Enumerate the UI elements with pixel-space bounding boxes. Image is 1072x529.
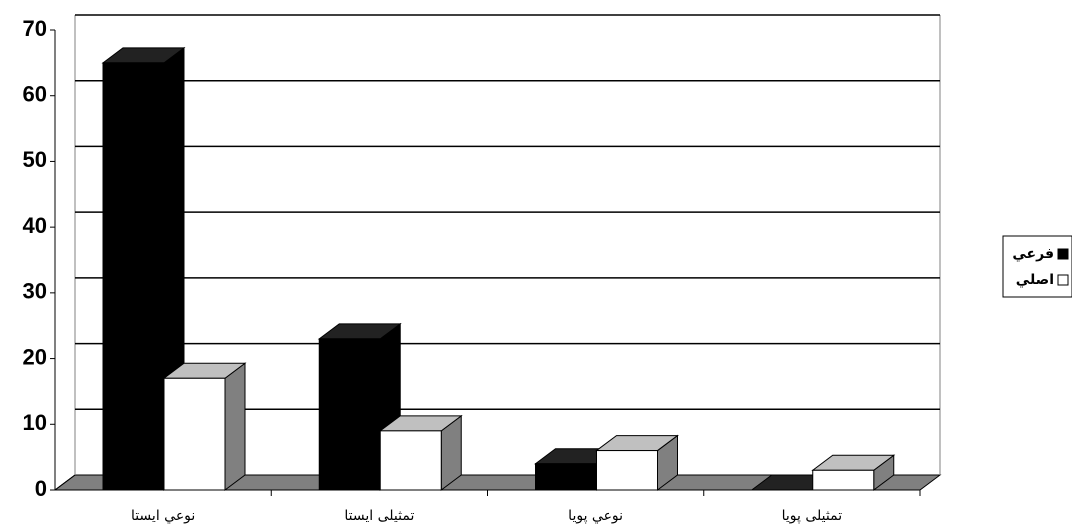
bar xyxy=(380,431,441,490)
legend-swatch xyxy=(1058,249,1068,259)
x-tick-label: تمثیلی پویا xyxy=(782,508,843,524)
bar xyxy=(319,339,380,490)
bar-side xyxy=(225,363,245,490)
x-tick-label: تمثیلی ایستا xyxy=(344,508,414,524)
bar xyxy=(103,63,164,490)
y-tick-label: 10 xyxy=(23,410,47,435)
y-tick-label: 40 xyxy=(23,213,47,238)
y-tick-label: 50 xyxy=(23,147,47,172)
bar xyxy=(164,378,225,490)
bar xyxy=(813,470,874,490)
legend-label: فرعي xyxy=(1012,246,1054,262)
x-tick-label: نوعي پویا xyxy=(568,508,623,524)
legend-swatch xyxy=(1058,275,1068,285)
y-tick-label: 0 xyxy=(35,476,47,501)
y-tick-label: 30 xyxy=(23,279,47,304)
bar xyxy=(597,451,658,490)
legend-label: اصلي xyxy=(1016,272,1054,288)
y-tick-label: 60 xyxy=(23,82,47,107)
x-tick-label: نوعي ایستا xyxy=(131,508,195,524)
y-tick-label: 70 xyxy=(23,16,47,41)
y-tick-label: 20 xyxy=(23,344,47,369)
bar xyxy=(536,464,597,490)
chart: 0 10 20 30 40 50 60 70 نوعي ایستا تمثیلی ایستا نوع… xyxy=(0,0,1072,529)
